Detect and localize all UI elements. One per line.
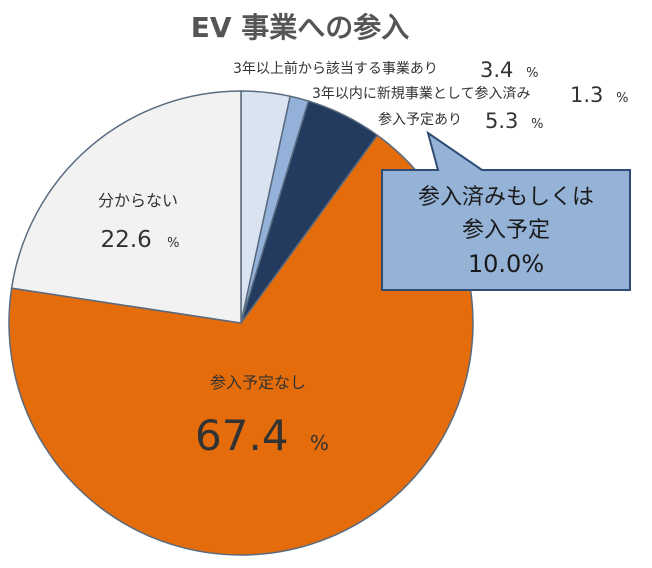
callout-line-3: 10.0% — [468, 250, 544, 278]
slice-label-0: 3年以上前から該当する事業あり 3.4 % — [233, 58, 538, 82]
slice-label-0-value: 3.4 — [480, 58, 513, 82]
pie-slices — [8, 90, 474, 556]
slice-label-4-value: 22.6 — [101, 227, 152, 253]
slice-label-2-value: 5.3 — [485, 109, 518, 133]
slice-label-2-unit: % — [531, 117, 543, 132]
slice-label-3-value: 67.4 — [195, 411, 289, 460]
slice-label-4-name: 分からない — [98, 191, 178, 210]
slice-label-1-unit: % — [616, 91, 628, 106]
slice-label-4-unit: % — [167, 236, 179, 251]
slice-label-0-name: 3年以上前から該当する事業あり — [233, 60, 438, 77]
svg-text:5.3 %: 5.3 % — [485, 109, 543, 133]
slice-label-3-name: 参入予定なし — [210, 373, 306, 392]
callout-line-1: 参入済みもしくは — [418, 185, 594, 210]
slice-label-3-unit: % — [310, 431, 329, 455]
slice-label-2: 参入予定あり 5.3 % — [378, 109, 543, 133]
slice-label-4: 分からない 22.6 % — [98, 191, 179, 253]
slice-label-1-value: 1.3 — [570, 83, 603, 107]
slice-label-0-unit: % — [526, 66, 538, 81]
slice-label-3: 参入予定なし 67.4 % — [195, 373, 329, 460]
slice-label-1: 3年以内に新規事業として参入済み 1.3 % — [312, 83, 628, 107]
svg-text:67.4 %: 67.4 % — [195, 411, 329, 460]
callout: 参入済みもしくは 参入予定 10.0% — [381, 130, 631, 291]
svg-text:22.6 %: 22.6 % — [101, 227, 180, 253]
slice-label-2-name: 参入予定あり — [378, 111, 462, 128]
svg-text:1.3 %: 1.3 % — [570, 83, 628, 107]
slice-label-1-name: 3年以内に新規事業として参入済み — [312, 85, 531, 102]
callout-line-2: 参入予定 — [462, 218, 550, 243]
callout-box — [381, 130, 631, 291]
svg-text:3.4 %: 3.4 % — [480, 58, 538, 82]
chart-title: EV 事業への参入 — [191, 11, 410, 44]
pie-slice-4 — [10, 90, 242, 324]
